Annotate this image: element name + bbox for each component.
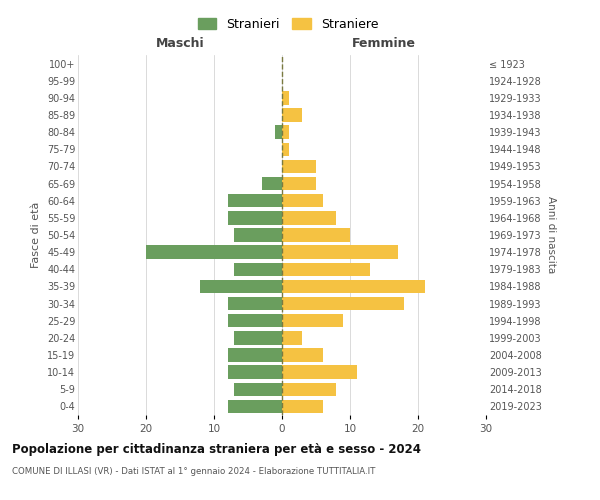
- Bar: [235, 262, 282, 276]
- Text: Maschi: Maschi: [155, 37, 205, 50]
- Bar: [282, 382, 337, 396]
- Bar: [282, 108, 302, 122]
- Text: COMUNE DI ILLASI (VR) - Dati ISTAT al 1° gennaio 2024 - Elaborazione TUTTITALIA.: COMUNE DI ILLASI (VR) - Dati ISTAT al 1°…: [12, 468, 376, 476]
- Bar: [227, 348, 282, 362]
- Bar: [282, 228, 350, 241]
- Bar: [227, 366, 282, 379]
- Bar: [282, 160, 316, 173]
- Text: Popolazione per cittadinanza straniera per età e sesso - 2024: Popolazione per cittadinanza straniera p…: [12, 442, 421, 456]
- Y-axis label: Fasce di età: Fasce di età: [31, 202, 41, 268]
- Bar: [282, 400, 323, 413]
- Bar: [282, 314, 343, 328]
- Bar: [227, 314, 282, 328]
- Bar: [282, 297, 404, 310]
- Bar: [282, 194, 323, 207]
- Bar: [227, 400, 282, 413]
- Bar: [235, 331, 282, 344]
- Bar: [262, 177, 282, 190]
- Bar: [282, 246, 398, 259]
- Bar: [146, 246, 282, 259]
- Y-axis label: Anni di nascita: Anni di nascita: [545, 196, 556, 274]
- Bar: [282, 366, 357, 379]
- Bar: [282, 142, 289, 156]
- Bar: [282, 91, 289, 104]
- Bar: [282, 331, 302, 344]
- Bar: [282, 126, 289, 139]
- Bar: [227, 194, 282, 207]
- Bar: [282, 177, 316, 190]
- Bar: [282, 211, 337, 224]
- Bar: [275, 126, 282, 139]
- Bar: [235, 228, 282, 241]
- Text: Femmine: Femmine: [352, 37, 416, 50]
- Bar: [227, 297, 282, 310]
- Bar: [235, 382, 282, 396]
- Bar: [200, 280, 282, 293]
- Bar: [282, 280, 425, 293]
- Legend: Stranieri, Straniere: Stranieri, Straniere: [194, 14, 382, 34]
- Bar: [227, 211, 282, 224]
- Bar: [282, 262, 370, 276]
- Bar: [282, 348, 323, 362]
